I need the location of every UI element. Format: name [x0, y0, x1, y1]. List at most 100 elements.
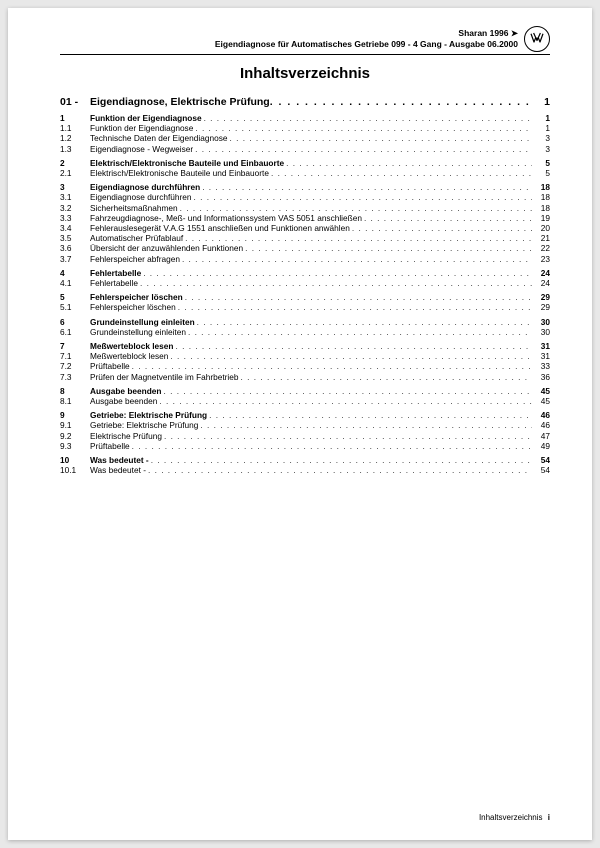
toc-sub-row: 10.1Was bedeutet -. . . . . . . . . . . …: [60, 466, 550, 475]
header-line-1: Sharan 1996 ➤: [215, 28, 518, 39]
toc-page: 30: [532, 328, 550, 337]
toc-page: 36: [532, 373, 550, 382]
toc-number: 3.6: [60, 244, 90, 253]
toc-leader: . . . . . . . . . . . . . . . . . . . . …: [364, 214, 532, 223]
toc-number: 2: [60, 159, 90, 168]
toc-page: 29: [532, 293, 550, 302]
toc-page: 20: [532, 224, 550, 233]
toc-sub-row: 5.1Fehlerspeicher löschen. . . . . . . .…: [60, 303, 550, 312]
toc-section-row: 3Eigendiagnose durchführen. . . . . . . …: [60, 183, 550, 192]
toc-number: 9.2: [60, 432, 90, 441]
toc-text: Funktion der Eigendiagnose: [90, 124, 195, 133]
toc-sub-row: 9.3Prüftabelle. . . . . . . . . . . . . …: [60, 442, 550, 451]
toc-text: Elektrisch/Elektronische Bauteile und Ei…: [90, 169, 271, 178]
toc-leader: . . . . . . . . . . . . . . . . . . . . …: [163, 387, 532, 396]
toc-text: Was bedeutet -: [90, 456, 151, 465]
toc-leader: . . . . . . . . . . . . . . . . . . . . …: [286, 159, 532, 168]
toc-leader: . . . . . . . . . . . . . . . . . . . . …: [140, 279, 532, 288]
toc-leader: . . . . . . . . . . . . . . . . . . . . …: [151, 456, 532, 465]
toc-page: 47: [532, 432, 550, 441]
toc-number: 3.1: [60, 193, 90, 202]
toc-page: 49: [532, 442, 550, 451]
toc-section-row: 4Fehlertabelle. . . . . . . . . . . . . …: [60, 269, 550, 278]
toc-sub-row: 2.1Elektrisch/Elektronische Bauteile und…: [60, 169, 550, 178]
footer-label: Inhaltsverzeichnis: [479, 813, 543, 822]
toc-text: Meßwerteblock lesen: [90, 352, 170, 361]
toc-page: 19: [532, 214, 550, 223]
toc-sub-row: 7.1Meßwerteblock lesen. . . . . . . . . …: [60, 352, 550, 361]
toc-number: 3.5: [60, 234, 90, 243]
toc-leader: . . . . . . . . . . . . . . . . . . . . …: [185, 234, 532, 243]
toc-number: 7: [60, 342, 90, 351]
toc-sub-row: 9.1Getriebe: Elektrische Prüfung. . . . …: [60, 421, 550, 430]
toc-page: 31: [532, 342, 550, 351]
toc-page: 46: [532, 411, 550, 420]
toc-sub-row: 1.1Funktion der Eigendiagnose. . . . . .…: [60, 124, 550, 133]
toc-number: 7.1: [60, 352, 90, 361]
toc-sub-row: 8.1Ausgabe beenden. . . . . . . . . . . …: [60, 397, 550, 406]
toc-section-row: 7Meßwerteblock lesen. . . . . . . . . . …: [60, 342, 550, 351]
toc-leader: . . . . . . . . . . . . . . . . . . . . …: [185, 293, 532, 302]
toc-text: Automatischer Prüfablauf: [90, 234, 185, 243]
footer-page-number: i: [545, 813, 550, 822]
toc-text: Fehlerspeicher abfragen: [90, 255, 182, 264]
page-title: Inhaltsverzeichnis: [60, 65, 550, 82]
toc-page: 22: [532, 244, 550, 253]
toc-sub-row: 3.1Eigendiagnose durchführen. . . . . . …: [60, 193, 550, 202]
page-footer: Inhaltsverzeichnis i: [60, 807, 550, 822]
toc-number: 5.1: [60, 303, 90, 312]
toc-number: 9: [60, 411, 90, 420]
header-line-2: Eigendiagnose für Automatisches Getriebe…: [215, 39, 518, 50]
toc-sub-row: 4.1Fehlertabelle. . . . . . . . . . . . …: [60, 279, 550, 288]
toc-number: 3.3: [60, 214, 90, 223]
toc-leader: . . . . . . . . . . . . . . . . . . . . …: [352, 224, 532, 233]
toc-section-row: 10Was bedeutet -. . . . . . . . . . . . …: [60, 456, 550, 465]
toc-leader: . . . . . . . . . . . . . . . . . . . . …: [200, 421, 532, 430]
toc-text: Prüftabelle: [90, 362, 132, 371]
toc-text: Was bedeutet -: [90, 466, 148, 475]
toc-page: 21: [532, 234, 550, 243]
toc-text: Ausgabe beenden: [90, 397, 159, 406]
toc-number: 3: [60, 183, 90, 192]
toc-leader: . . . . . . . . . . . . . . . . . . . . …: [143, 269, 532, 278]
toc-number: 7.3: [60, 373, 90, 382]
toc-page: 30: [532, 318, 550, 327]
chapter-heading: 01 - Eigendiagnose, Elektrische Prüfung …: [60, 96, 550, 108]
toc-number: 1.2: [60, 134, 90, 143]
toc-leader: . . . . . . . . . . . . . . . . . . . . …: [178, 303, 532, 312]
toc-page: 31: [532, 352, 550, 361]
toc-text: Fehlertabelle: [90, 269, 143, 278]
chapter-number: 01 -: [60, 96, 90, 108]
toc-page: 23: [532, 255, 550, 264]
toc-leader: . . . . . . . . . . . . . . . . . . . . …: [202, 183, 532, 192]
toc-leader: . . . . . . . . . . . . . . . . . . . . …: [170, 352, 532, 361]
toc-number: 9.1: [60, 421, 90, 430]
toc-number: 1: [60, 114, 90, 123]
toc-leader: . . . . . . . . . . . . . . . . . . . . …: [229, 134, 532, 143]
vw-logo-svg: [528, 30, 546, 48]
toc-page: 1: [532, 124, 550, 133]
toc-sub-row: 3.7Fehlerspeicher abfragen. . . . . . . …: [60, 255, 550, 264]
toc-number: 1.3: [60, 145, 90, 154]
header-rule: [60, 54, 550, 55]
toc-text: Prüfen der Magnetventile im Fahrbetrieb: [90, 373, 241, 382]
toc-text: Getriebe: Elektrische Prüfung: [90, 411, 209, 420]
toc-leader: . . . . . . . . . . . . . . . . . . . . …: [195, 124, 532, 133]
toc-section-row: 8Ausgabe beenden. . . . . . . . . . . . …: [60, 387, 550, 396]
toc-text: Fehlertabelle: [90, 279, 140, 288]
toc-page: 1: [532, 114, 550, 123]
toc-sub-row: 3.6Übersicht der anzuwählenden Funktione…: [60, 244, 550, 253]
chapter-text: Eigendiagnose, Elektrische Prüfung: [90, 96, 270, 108]
toc-page: 5: [532, 159, 550, 168]
toc-page: 24: [532, 269, 550, 278]
toc-number: 2.1: [60, 169, 90, 178]
toc-text: Elektrische Prüfung: [90, 432, 164, 441]
table-of-contents: 1Funktion der Eigendiagnose. . . . . . .…: [60, 114, 550, 477]
toc-leader: . . . . . . . . . . . . . . . . . . . . …: [175, 342, 532, 351]
toc-number: 5: [60, 293, 90, 302]
toc-page: 45: [532, 387, 550, 396]
toc-sub-row: 7.2Prüftabelle. . . . . . . . . . . . . …: [60, 362, 550, 371]
toc-number: 10.1: [60, 466, 90, 475]
toc-leader: . . . . . . . . . . . . . . . . . . . . …: [271, 169, 532, 178]
toc-text: Fehlerauslesegerät V.A.G 1551 anschließe…: [90, 224, 352, 233]
